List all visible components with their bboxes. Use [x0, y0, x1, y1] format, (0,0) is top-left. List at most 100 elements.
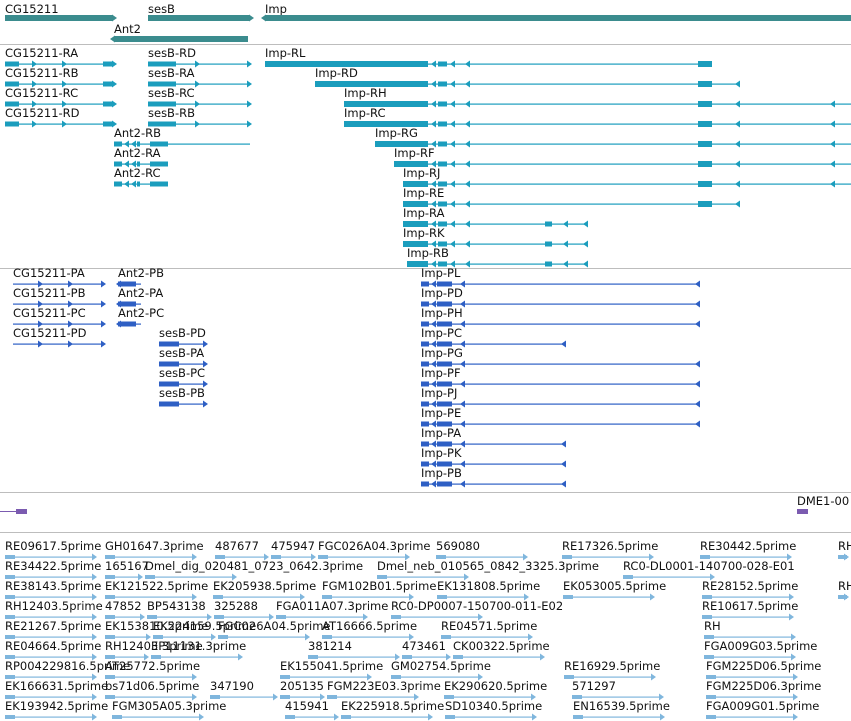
- cdna-label[interactable]: 165167: [105, 559, 149, 573]
- cdna-label[interactable]: 473461: [402, 639, 446, 653]
- cdna-label[interactable]: RE16929.5prime: [564, 659, 660, 673]
- cdna-label[interactable]: FGC026A04.5prime: [218, 619, 330, 633]
- transcript-label[interactable]: Imp-RH: [344, 86, 387, 100]
- cdna-label[interactable]: RE21267.5prime: [5, 619, 101, 633]
- protein-label[interactable]: Imp-PL: [421, 266, 461, 280]
- transcript-label[interactable]: Imp-RD: [315, 66, 358, 80]
- cdna-label[interactable]: EK121522.5prime: [105, 579, 208, 593]
- cdna-label[interactable]: EK193942.5prime: [5, 699, 108, 713]
- cdna-label[interactable]: RE38143.5prime: [5, 579, 101, 593]
- cdna-label[interactable]: 325288: [214, 599, 258, 613]
- cdna-label[interactable]: BP543138: [147, 599, 206, 613]
- cdna-label[interactable]: RC0-DL0001-140700-028-E01: [623, 559, 795, 573]
- protein-label[interactable]: Imp-PB: [421, 466, 462, 480]
- cdna-label[interactable]: EP11131.3prime: [151, 639, 246, 653]
- protein-label[interactable]: Ant2-PC: [118, 306, 164, 320]
- cdna-label[interactable]: FGM225D06.5prime: [706, 659, 821, 673]
- protein-label[interactable]: CG15211-PC: [13, 306, 86, 320]
- transcript-label[interactable]: Ant2-RB: [114, 126, 161, 140]
- insertion-label[interactable]: DME1-00: [797, 494, 849, 508]
- cdna-label[interactable]: Dmel_neb_010565_0842_3325.3prime: [377, 559, 599, 573]
- transcript-label[interactable]: CG15211-RB: [5, 66, 79, 80]
- cdna-label[interactable]: RE04664.5prime: [5, 639, 101, 653]
- cdna-label[interactable]: EK131808.5prime: [437, 579, 540, 593]
- protein-label[interactable]: Imp-PE: [421, 406, 461, 420]
- gene-label[interactable]: Ant2: [114, 22, 141, 36]
- protein-label[interactable]: Imp-PH: [421, 306, 463, 320]
- transcript-label[interactable]: Imp-RF: [394, 146, 435, 160]
- cdna-label[interactable]: CK00322.5prime: [453, 639, 550, 653]
- cdna-label[interactable]: RH: [838, 539, 851, 553]
- cdna-label[interactable]: 205135: [280, 679, 324, 693]
- protein-label[interactable]: Imp-PA: [421, 426, 461, 440]
- cdna-label[interactable]: EK224159.5prime: [153, 619, 256, 633]
- cdna-label[interactable]: RH12403.5prime: [5, 599, 103, 613]
- protein-label[interactable]: CG15211-PB: [13, 286, 86, 300]
- cdna-label[interactable]: RE04571.5prime: [441, 619, 537, 633]
- cdna-label[interactable]: EK155041.5prime: [280, 659, 383, 673]
- cdna-label[interactable]: RP004229816.5prime: [5, 659, 130, 673]
- cdna-label[interactable]: RH: [704, 619, 721, 633]
- cdna-label[interactable]: FGA011A07.3prime: [276, 599, 388, 613]
- protein-label[interactable]: Imp-PK: [421, 446, 462, 460]
- cdna-label[interactable]: RE28152.5prime: [702, 579, 798, 593]
- cdna-label[interactable]: RE10617.5prime: [702, 599, 798, 613]
- protein-label[interactable]: Ant2-PB: [118, 266, 164, 280]
- transcript-label[interactable]: Ant2-RA: [114, 146, 161, 160]
- cdna-label[interactable]: RH: [838, 579, 851, 593]
- cdna-label[interactable]: RE17326.5prime: [562, 539, 658, 553]
- insertion-marker[interactable]: [797, 509, 808, 514]
- cdna-label[interactable]: RE34422.5prime: [5, 559, 101, 573]
- cdna-label[interactable]: EK053005.5prime: [563, 579, 666, 593]
- cdna-label[interactable]: FGM102B01.5prime: [322, 579, 436, 593]
- protein-label[interactable]: Imp-PD: [421, 286, 463, 300]
- transcript-label[interactable]: Ant2-RC: [114, 166, 161, 180]
- cdna-label[interactable]: EK153810.5prime: [105, 619, 208, 633]
- transcript-label[interactable]: Imp-RK: [403, 226, 445, 240]
- transcript-label[interactable]: Imp-RA: [403, 206, 445, 220]
- protein-label[interactable]: Imp-PJ: [421, 386, 457, 400]
- cdna-label[interactable]: 571297: [572, 679, 616, 693]
- cdna-label[interactable]: 487677: [215, 539, 259, 553]
- cdna-label[interactable]: EK290620.5prime: [444, 679, 547, 693]
- protein-label[interactable]: Ant2-PA: [118, 286, 163, 300]
- transcript-label[interactable]: CG15211-RA: [5, 46, 78, 60]
- insertion-marker[interactable]: [16, 509, 27, 514]
- cdna-label[interactable]: RE09617.5prime: [5, 539, 101, 553]
- cdna-label[interactable]: bs71d06.5prime: [105, 679, 199, 693]
- protein-label[interactable]: sesB-PB: [159, 386, 205, 400]
- cdna-label[interactable]: 347190: [210, 679, 254, 693]
- cdna-label[interactable]: FGA009G03.5prime: [704, 639, 817, 653]
- cdna-label[interactable]: FGC026A04.3prime: [318, 539, 430, 553]
- transcript-label[interactable]: Imp-RB: [407, 246, 449, 260]
- cdna-label[interactable]: RE30442.5prime: [700, 539, 796, 553]
- cdna-label[interactable]: Dmel_dig_020481_0723_0642.3prime: [145, 559, 363, 573]
- transcript-label[interactable]: Imp-RC: [344, 106, 386, 120]
- transcript-label[interactable]: Imp-RJ: [403, 166, 440, 180]
- transcript-label[interactable]: CG15211-RD: [5, 106, 80, 120]
- protein-label[interactable]: CG15211-PA: [13, 266, 85, 280]
- gene-label[interactable]: CG15211: [5, 2, 59, 16]
- cdna-label[interactable]: FGM305A05.3prime: [112, 699, 226, 713]
- cdna-label[interactable]: AT16666.5prime: [322, 619, 417, 633]
- transcript-label[interactable]: Imp-RE: [403, 186, 444, 200]
- cdna-label[interactable]: EK205938.5prime: [213, 579, 316, 593]
- protein-label[interactable]: Imp-PF: [421, 366, 461, 380]
- cdna-label[interactable]: RH12403.3prime: [105, 639, 203, 653]
- cdna-label[interactable]: 381214: [308, 639, 352, 653]
- protein-label[interactable]: sesB-PD: [159, 326, 206, 340]
- protein-label[interactable]: Imp-PC: [421, 326, 462, 340]
- transcript-label[interactable]: sesB-RA: [148, 66, 195, 80]
- cdna-label[interactable]: GH01647.3prime: [105, 539, 204, 553]
- cdna-label[interactable]: RC0-DP0007-150700-011-E02: [391, 599, 563, 613]
- transcript-label[interactable]: sesB-RD: [148, 46, 196, 60]
- cdna-label[interactable]: SD10340.5prime: [445, 699, 542, 713]
- protein-label[interactable]: sesB-PA: [159, 346, 204, 360]
- cdna-label[interactable]: EK166631.5prime: [5, 679, 108, 693]
- protein-label[interactable]: Imp-PG: [421, 346, 463, 360]
- cdna-label[interactable]: EN16539.5prime: [573, 699, 670, 713]
- cdna-label[interactable]: FGA009G01.5prime: [706, 699, 819, 713]
- transcript-label[interactable]: CG15211-RC: [5, 86, 78, 100]
- gene-label[interactable]: Imp: [265, 2, 287, 16]
- transcript-label[interactable]: Imp-RL: [265, 46, 306, 60]
